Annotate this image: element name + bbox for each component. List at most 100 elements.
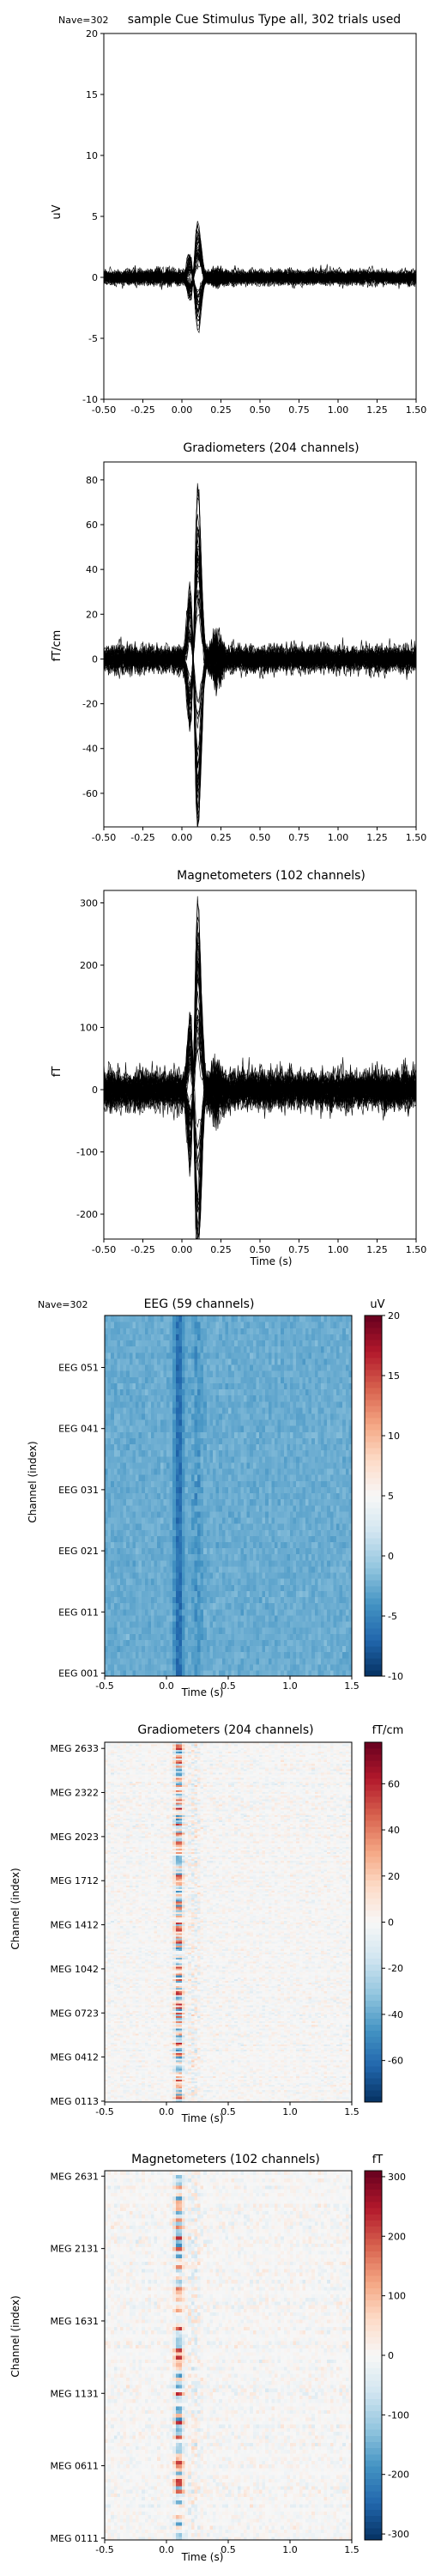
heatmap-cell xyxy=(240,1499,244,1506)
heatmap-cell xyxy=(213,1480,216,1487)
heatmap-cell xyxy=(327,1529,330,1536)
heatmap-cell xyxy=(145,1437,148,1444)
heatmap-cell xyxy=(317,1664,321,1671)
heatmap-cell xyxy=(346,1334,349,1340)
heatmap-cell xyxy=(188,1572,191,1579)
heatmap-cell xyxy=(263,1560,266,1567)
heatmap-cell xyxy=(232,1425,235,1432)
heatmap-cell xyxy=(209,1474,213,1481)
heatmap-cell xyxy=(142,1315,145,1322)
heatmap-cell xyxy=(163,1548,166,1555)
heatmap-cell xyxy=(216,1364,220,1371)
heatmap-cell xyxy=(244,1468,247,1475)
heatmap-cell xyxy=(191,1443,195,1450)
heatmap-cell xyxy=(114,1315,118,1322)
heatmap-cell xyxy=(244,1340,247,1346)
heatmap-cell xyxy=(342,1364,346,1371)
heatmap-cell xyxy=(346,1486,349,1493)
channel-trace xyxy=(104,226,416,301)
heatmap-cell xyxy=(130,1633,133,1640)
heatmap-cell xyxy=(296,1340,299,1346)
heatmap-cell xyxy=(222,1376,226,1383)
heatmap-cell xyxy=(188,1346,191,1353)
heatmap-cell xyxy=(182,1315,185,1322)
heatmap-cell xyxy=(299,1621,303,1628)
heatmap-cell xyxy=(111,1627,114,1634)
channel-trace xyxy=(104,943,416,1144)
heatmap-cell xyxy=(324,1474,328,1481)
heatmap-cell xyxy=(234,1382,238,1389)
heatmap-cell xyxy=(191,1627,195,1634)
heatmap-cell xyxy=(222,1511,226,1518)
heatmap-cell xyxy=(311,1560,315,1567)
heatmap-cell xyxy=(284,1529,287,1536)
heatmap-cell xyxy=(315,1462,318,1469)
heatmap-cell xyxy=(160,1603,164,1610)
heatmap-cell xyxy=(201,1437,204,1444)
heatmap-cell xyxy=(176,1346,179,1353)
heatmap-cell xyxy=(256,1554,259,1561)
heatmap-cell xyxy=(191,1658,195,1665)
heatmap-cell xyxy=(151,1395,154,1402)
heatmap-cell xyxy=(234,1609,238,1616)
heatmap-cell xyxy=(154,1578,158,1585)
heatmap-cell xyxy=(108,1413,112,1420)
heatmap-cell xyxy=(185,1370,189,1377)
heatmap-cell xyxy=(340,1615,343,1622)
heatmap-cell xyxy=(219,1486,222,1493)
heatmap-cell xyxy=(346,1450,349,1457)
heatmap-cell xyxy=(327,1468,330,1475)
heatmap-cell xyxy=(130,1486,133,1493)
heatmap-cell xyxy=(290,1492,293,1499)
heatmap-cell xyxy=(256,1535,259,1542)
heatmap-cell xyxy=(271,1315,275,1322)
heatmap-cell xyxy=(148,1334,151,1340)
heatmap-cell xyxy=(275,1321,278,1328)
heatmap-cell xyxy=(111,1425,114,1432)
heatmap-cell xyxy=(194,1340,197,1346)
heatmap-cell xyxy=(305,1554,309,1561)
heatmap-cell xyxy=(209,1499,213,1506)
heatmap-cell xyxy=(111,1352,114,1359)
heatmap-cell xyxy=(108,1401,112,1408)
heatmap-cell xyxy=(228,1486,232,1493)
heatmap-cell xyxy=(194,1456,197,1463)
heatmap-cell xyxy=(299,1590,303,1597)
heatmap-cell xyxy=(263,1609,266,1616)
heatmap-cell xyxy=(247,1352,251,1359)
heatmap-cell xyxy=(234,1364,238,1371)
heatmap-cell xyxy=(170,1382,173,1389)
heatmap-cell xyxy=(271,1615,275,1622)
heatmap-cell xyxy=(142,1486,145,1493)
heatmap-cell xyxy=(238,1340,241,1346)
heatmap-cell xyxy=(238,1541,241,1548)
heatmap-cell xyxy=(114,1468,118,1475)
heatmap-cell xyxy=(333,1443,336,1450)
heatmap-cell xyxy=(324,1358,328,1365)
heatmap-cell xyxy=(191,1358,195,1365)
heatmap-cell xyxy=(281,1572,284,1579)
heatmap-cell xyxy=(111,1596,114,1603)
heatmap-cell xyxy=(290,1352,293,1359)
heatmap-cell xyxy=(151,1658,154,1665)
heatmap-cell xyxy=(151,1639,154,1646)
heatmap-cell xyxy=(185,1352,189,1359)
heatmap-cell xyxy=(228,1529,232,1536)
heatmap-cell xyxy=(238,1370,241,1377)
heatmap-cell xyxy=(256,1523,259,1530)
y-tick-label: 20 xyxy=(86,28,98,39)
heatmap-cell xyxy=(170,1327,173,1334)
heatmap-cell xyxy=(194,1578,197,1585)
heatmap-cell xyxy=(105,1554,108,1561)
heatmap-cell xyxy=(148,1517,151,1524)
heatmap-cell xyxy=(209,1505,213,1512)
heatmap-cell xyxy=(197,1664,201,1671)
heatmap-cell xyxy=(247,1358,251,1365)
heatmap-cell xyxy=(172,1658,176,1665)
heatmap-cell xyxy=(284,1603,287,1610)
heatmap-cell xyxy=(154,1474,158,1481)
heatmap-cell xyxy=(309,1639,312,1646)
heatmap-cell xyxy=(182,1431,185,1438)
heatmap-cell xyxy=(247,1431,251,1438)
x-tick-label: 1.25 xyxy=(366,832,388,843)
